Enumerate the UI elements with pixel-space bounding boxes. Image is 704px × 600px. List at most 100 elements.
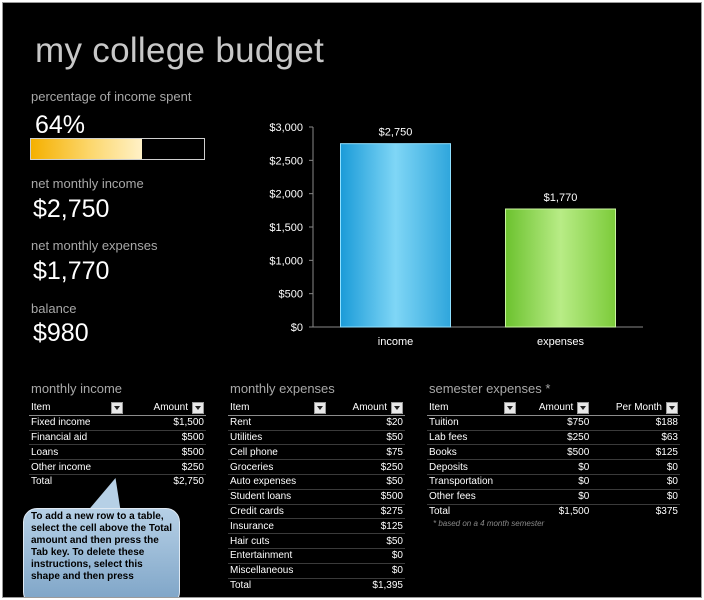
total-label[interactable]: Total: [228, 577, 328, 593]
table-row[interactable]: Hair cuts $50: [228, 533, 405, 549]
col-header-per-month[interactable]: Per Month: [591, 401, 680, 416]
cell-amount[interactable]: $0: [591, 474, 680, 490]
filter-dropdown-icon[interactable]: [391, 401, 403, 414]
cell-item[interactable]: Miscellaneous: [228, 563, 328, 579]
cell-amount[interactable]: $250: [518, 430, 592, 446]
instructions-callout[interactable]: To add a new row to a table, select the …: [23, 478, 180, 597]
cell-amount[interactable]: $500: [124, 430, 206, 446]
cell-item[interactable]: Deposits: [427, 459, 519, 475]
cell-amount[interactable]: $125: [591, 444, 680, 461]
table-row[interactable]: Miscellaneous $0: [228, 563, 405, 579]
cell-amount[interactable]: $500: [327, 489, 405, 505]
cell-item[interactable]: Groceries: [228, 459, 328, 475]
monthly-expenses-table[interactable]: Item Amount Rent $20 Utilities $50 Cell phon…: [228, 401, 405, 593]
bar-expenses[interactable]: [505, 208, 616, 328]
table-row[interactable]: Rent $20: [228, 415, 405, 431]
cell-amount[interactable]: $125: [327, 518, 405, 535]
cell-amount[interactable]: $50: [327, 430, 405, 446]
cell-amount[interactable]: $0: [327, 548, 405, 564]
table-row[interactable]: Loans $500: [29, 444, 206, 461]
cell-amount[interactable]: $20: [327, 415, 405, 431]
cell-amount[interactable]: $500: [518, 444, 592, 461]
cell-amount[interactable]: $0: [591, 489, 680, 505]
col-header-item[interactable]: Item: [228, 401, 328, 416]
table-row[interactable]: Financial aid $500: [29, 430, 206, 446]
cell-item[interactable]: Loans: [29, 444, 125, 461]
table-row[interactable]: Books $500 $125: [427, 444, 680, 461]
cell-item[interactable]: Cell phone: [228, 444, 328, 461]
table-row[interactable]: Deposits $0 $0: [427, 459, 680, 475]
cell-item[interactable]: Student loans: [228, 489, 328, 505]
monthly-income-table[interactable]: Item Amount Fixed income $1,500 Financial …: [29, 401, 206, 489]
cell-item[interactable]: Insurance: [228, 518, 328, 535]
filter-dropdown-icon[interactable]: [110, 401, 123, 414]
table-row[interactable]: Tuition $750 $188: [427, 415, 680, 431]
filter-dropdown-icon[interactable]: [504, 401, 517, 414]
total-label[interactable]: Total: [29, 473, 125, 489]
table-row[interactable]: Transportation $0 $0: [427, 474, 680, 490]
col-header-item[interactable]: Item: [427, 401, 519, 416]
table-row[interactable]: Credit cards $275: [228, 504, 405, 520]
bar-income[interactable]: [340, 143, 451, 328]
total-amount[interactable]: $1,395: [327, 577, 405, 593]
cell-amount[interactable]: $63: [591, 430, 680, 446]
cell-item[interactable]: Fixed income: [29, 415, 125, 431]
cell-item[interactable]: Transportation: [427, 474, 519, 490]
total-label[interactable]: Total: [427, 503, 519, 519]
filter-dropdown-icon[interactable]: [192, 401, 204, 414]
table-row[interactable]: Other fees $0 $0: [427, 489, 680, 505]
cell-amount[interactable]: $250: [124, 459, 206, 475]
table-row[interactable]: Groceries $250: [228, 459, 405, 475]
cell-amount[interactable]: $1,500: [124, 415, 206, 431]
cell-item[interactable]: Financial aid: [29, 430, 125, 446]
cell-amount[interactable]: $50: [327, 474, 405, 490]
cell-amount[interactable]: $500: [124, 444, 206, 461]
col-header-amount[interactable]: Amount: [124, 401, 206, 416]
cell-item[interactable]: Credit cards: [228, 504, 328, 520]
cell-item[interactable]: Other fees: [427, 489, 519, 505]
cell-amount[interactable]: $188: [591, 415, 680, 431]
cell-item[interactable]: Hair cuts: [228, 533, 328, 549]
cell-item[interactable]: Lab fees: [427, 430, 519, 446]
table-row[interactable]: Lab fees $250 $63: [427, 430, 680, 446]
cell-amount[interactable]: $0: [518, 459, 592, 475]
table-row[interactable]: Fixed income $1,500: [29, 415, 206, 431]
cell-amount[interactable]: $50: [327, 533, 405, 549]
table-row[interactable]: Utilities $50: [228, 430, 405, 446]
total-row[interactable]: Total $1,500 $375: [427, 503, 680, 519]
filter-dropdown-icon[interactable]: [577, 401, 590, 414]
total-amount[interactable]: $375: [591, 503, 680, 519]
total-row[interactable]: Total $1,395: [228, 577, 405, 593]
table-row[interactable]: Auto expenses $50: [228, 474, 405, 490]
total-amount[interactable]: $1,500: [518, 503, 592, 519]
total-amount[interactable]: $2,750: [124, 473, 206, 489]
col-header-amount[interactable]: Amount: [518, 401, 592, 416]
cell-amount[interactable]: $0: [518, 474, 592, 490]
filter-dropdown-icon[interactable]: [313, 401, 326, 414]
cell-item[interactable]: Tuition: [427, 415, 519, 431]
table-row[interactable]: Student loans $500: [228, 489, 405, 505]
table-row[interactable]: Cell phone $75: [228, 444, 405, 461]
cell-amount[interactable]: $75: [327, 444, 405, 461]
col-header-item[interactable]: Item: [29, 401, 125, 416]
table-row[interactable]: Insurance $125: [228, 518, 405, 535]
cell-amount[interactable]: $250: [327, 459, 405, 475]
cell-item[interactable]: Rent: [228, 415, 328, 431]
cell-amount[interactable]: $0: [591, 459, 680, 475]
cell-amount[interactable]: $275: [327, 504, 405, 520]
income-expenses-chart[interactable]: $0 $500 $1,000 $1,500 $2,000 $2,500 $3,000 $2,7…: [243, 113, 663, 363]
filter-dropdown-icon[interactable]: [666, 401, 678, 414]
cell-amount[interactable]: $0: [327, 563, 405, 579]
col-header-amount[interactable]: Amount: [327, 401, 405, 416]
cell-amount[interactable]: $750: [518, 415, 592, 431]
total-row[interactable]: Total $2,750: [29, 473, 206, 489]
cell-item[interactable]: Other income: [29, 459, 125, 475]
table-row[interactable]: Other income $250: [29, 459, 206, 475]
semester-expenses-table[interactable]: Item Amount Per Month Tuition $750 $188 Lab…: [427, 401, 680, 519]
cell-item[interactable]: Auto expenses: [228, 474, 328, 490]
cell-item[interactable]: Utilities: [228, 430, 328, 446]
table-row[interactable]: Entertainment $0: [228, 548, 405, 564]
cell-item[interactable]: Books: [427, 444, 519, 461]
cell-amount[interactable]: $0: [518, 489, 592, 505]
cell-item[interactable]: Entertainment: [228, 548, 328, 564]
